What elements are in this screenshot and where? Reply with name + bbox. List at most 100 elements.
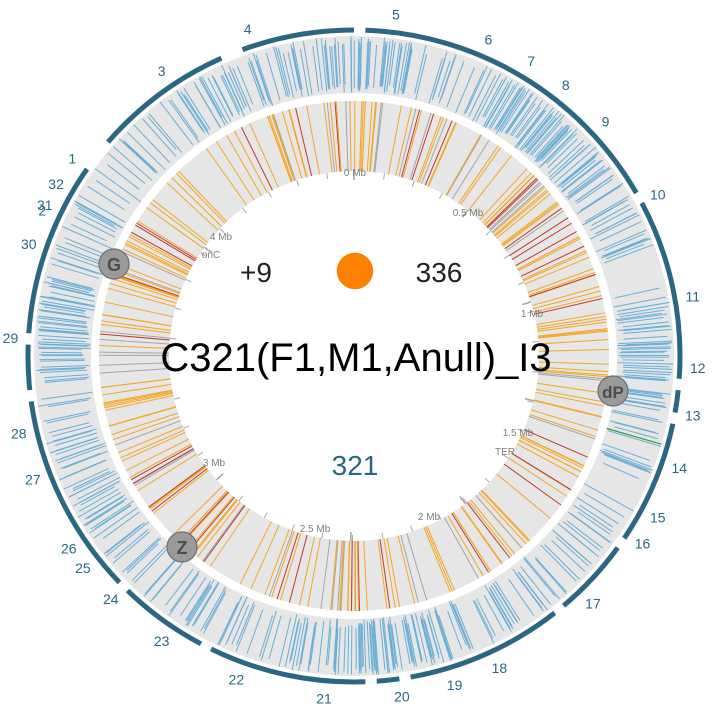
outer-feature-line [180,97,205,133]
outer-feature-line [599,221,642,242]
outer-feature-line [577,511,611,535]
inner-feature-line [357,540,360,611]
inner-feature-line [538,369,609,376]
outer-feature-line [468,68,493,118]
inner-feature-line [281,111,303,179]
inner-feature-line [100,330,170,339]
outer-feature-line [564,528,599,558]
outer-feature-line [102,511,140,539]
outer-feature-line [52,428,97,442]
inner-feature-line [349,101,352,172]
outer-feature-line [617,362,674,365]
outer-feature-line [529,114,565,155]
locus-label-oric: oriC [202,250,220,261]
outer-feature-line [291,623,302,671]
outer-feature-line [484,79,513,128]
outer-feature-line [77,481,120,504]
inner-feature-line [529,414,597,438]
segment-label-7: 7 [527,53,535,69]
outer-feature-line [494,580,521,621]
outer-feature-line [431,57,446,101]
inner-feature-line [508,457,568,497]
outer-feature-line [72,470,110,490]
outer-feature-line [584,195,629,222]
outer-feature-line [347,625,350,674]
inner-feature-line [505,210,564,252]
segment-label-8: 8 [562,77,570,93]
outer-feature-line [380,41,386,87]
inner-feature-line [467,155,512,211]
outer-feature-line [434,610,452,662]
outer-feature-line [70,223,107,242]
inner-feature-line [347,540,350,611]
outer-feature-line [168,99,200,143]
outer-feature-line [168,573,199,616]
outer-feature-line [38,397,92,407]
outer-feature-line [608,430,662,447]
outer-feature-line [475,73,502,122]
inner-feature-line [345,101,349,172]
outer-feature-line [623,369,673,374]
svg-text:Z: Z [177,538,188,558]
outer-feature-line [235,604,256,652]
outer-feature-line [397,43,407,95]
outer-feature-line [211,75,234,117]
outer-feature-line [485,86,510,128]
inner-feature-line [397,535,416,604]
outer-feature-line [547,138,578,168]
outer-feature-line [38,321,88,329]
inner-feature-line [496,473,551,519]
segment-label-15: 15 [650,509,666,525]
outer-feature-line [520,566,551,605]
outer-feature-line [617,343,671,347]
inner-feature-line [103,389,173,404]
inner-feature-line [369,101,377,172]
outer-feature-line [404,618,416,667]
inner-feature-line [530,409,599,431]
outer-feature-line [387,620,395,668]
outer-feature-line [76,202,123,229]
outer-feature-line [393,43,403,93]
outer-feature-line [39,366,86,370]
outer-feature-line [423,619,435,657]
outer-feature-line [526,113,562,155]
outer-feature-line [43,316,86,323]
inner-feature-line [202,504,245,562]
inner-feature-line [100,378,171,389]
outer-feature-line [603,448,652,468]
outer-feature-line [77,491,122,518]
segment-arc [672,389,681,414]
outer-feature-line [106,522,145,554]
inner-feature-line [416,116,442,183]
mb-minor-tick [175,307,182,311]
inner-feature-line [121,431,186,462]
outer-feature-line [275,47,289,97]
inner-feature-line [447,515,484,577]
inner-feature-line [111,412,179,436]
inner-feature-line [446,134,482,197]
outer-feature-line [573,504,613,533]
inner-feature-line [205,147,248,206]
outer-feature-line [357,39,360,89]
outer-feature-line [83,499,126,526]
outer-feature-line [539,129,569,161]
outer-feature-line [604,237,649,257]
outer-feature-line [202,592,226,634]
outer-feature-line [540,127,570,159]
outer-feature-line [551,540,586,572]
mb-minor-tick [383,173,386,180]
outer-feature-line [372,621,378,675]
outer-feature-line [525,115,553,148]
inner-feature-line [149,466,207,510]
outer-feature-line [289,620,299,663]
inner-feature-line [153,469,209,514]
outer-feature-line [37,317,87,325]
outer-feature-line [434,610,452,659]
inner-feature-line [103,390,173,405]
outer-feature-line [484,77,507,118]
outer-feature-line [227,72,245,110]
outer-feature-line [52,279,95,291]
outer-feature-line [37,346,91,350]
outer-feature-line [95,180,131,204]
outer-feature-line [255,60,272,104]
